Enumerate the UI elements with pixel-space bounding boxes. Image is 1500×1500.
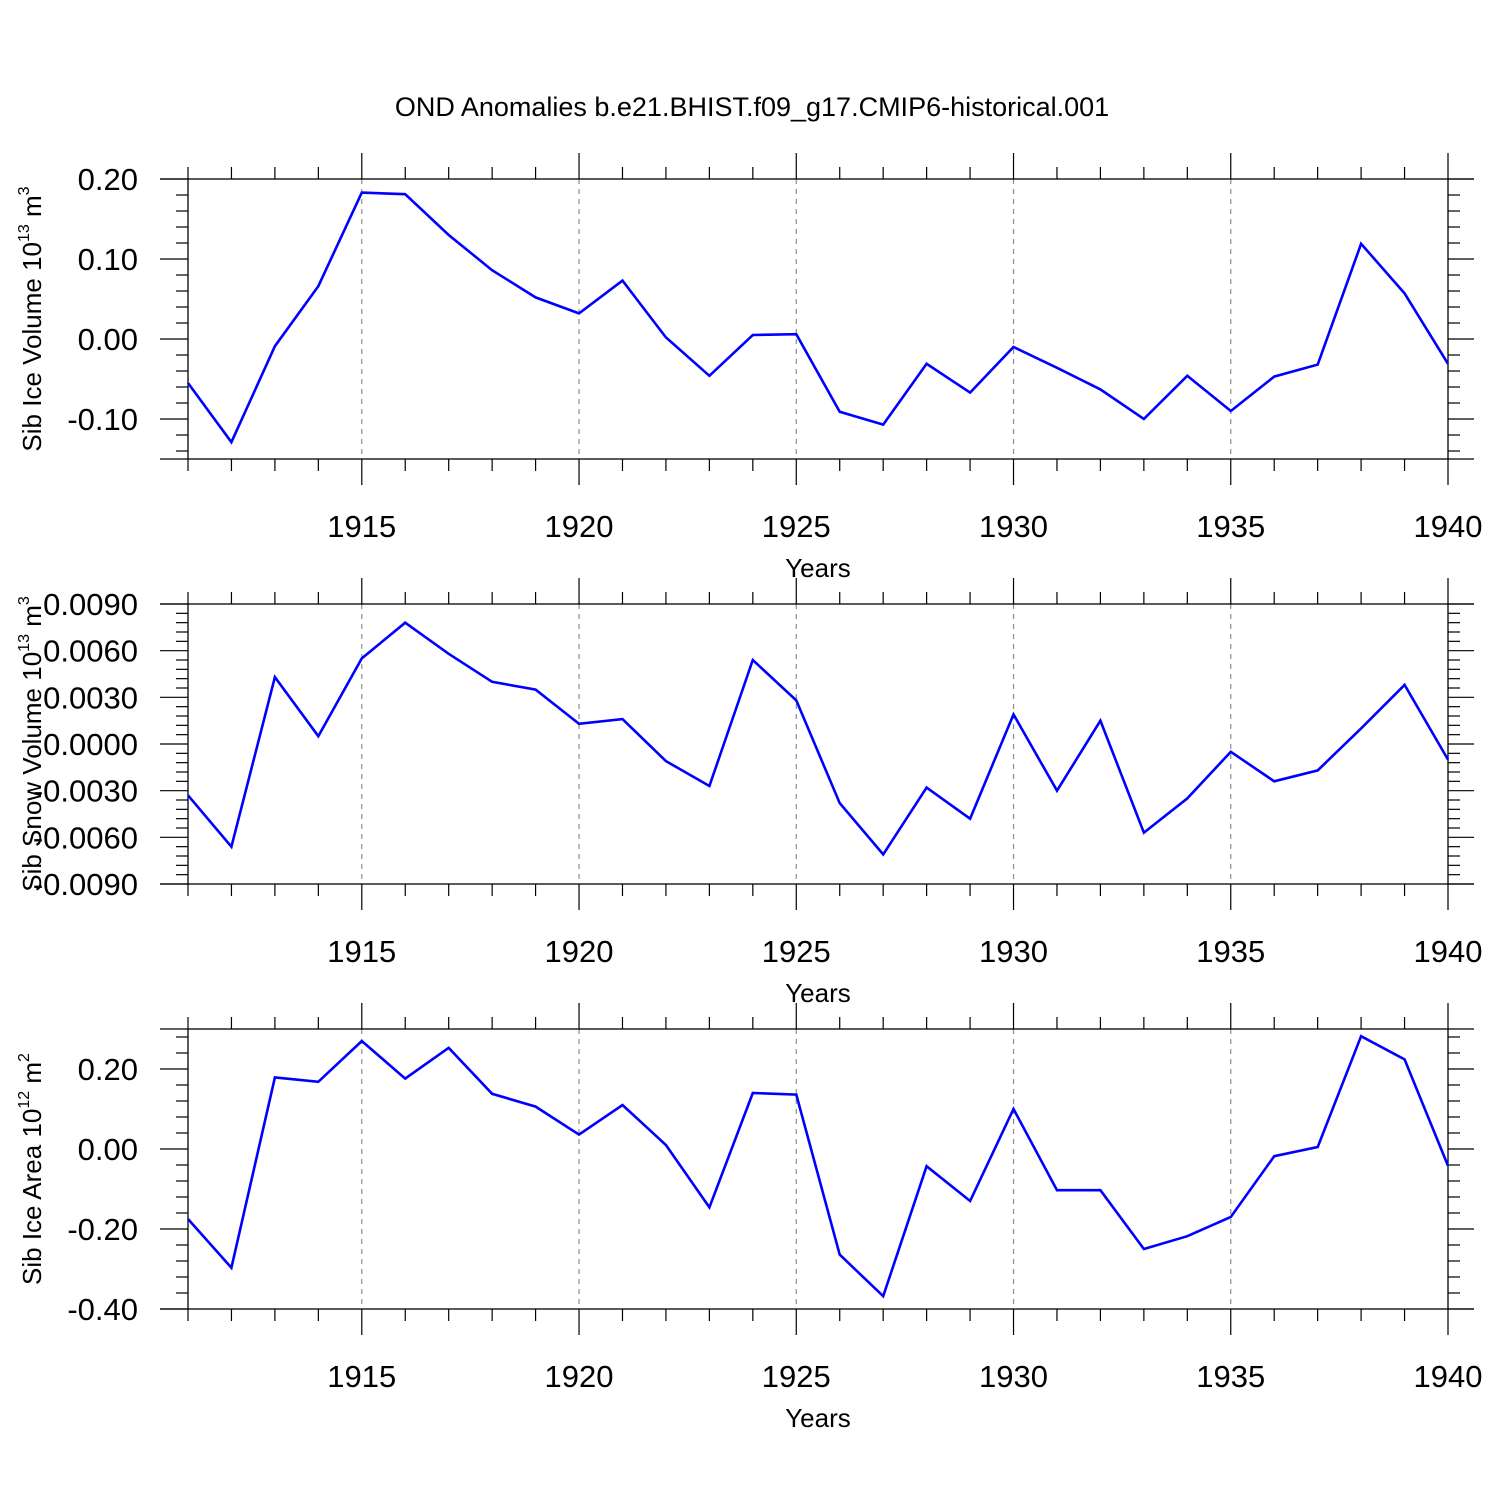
- x-tick-label: 1930: [979, 509, 1048, 544]
- x-tick-label: 1940: [1414, 1359, 1483, 1394]
- plot-frame: [187, 1028, 1449, 1310]
- y-title-unit-exponent: 3: [16, 596, 33, 605]
- x-tick-label: 1935: [1196, 934, 1265, 969]
- x-tick-label: 1920: [545, 509, 614, 544]
- x-tick-label: 1930: [979, 934, 1048, 969]
- y-axis-title: Sib Ice Area 1012 m2: [16, 1053, 47, 1285]
- y-tick-label: 0.0060: [43, 634, 138, 669]
- x-tick-label: 1925: [762, 509, 831, 544]
- y-tick-label: -0.0030: [33, 774, 138, 809]
- x-tick-label: 1925: [762, 1359, 831, 1394]
- x-axis-title: Years: [785, 553, 851, 583]
- x-tick-label: 1940: [1414, 509, 1483, 544]
- x-tick-label: 1920: [545, 1359, 614, 1394]
- y-tick-label: 0.10: [78, 242, 138, 277]
- figure-title: OND Anomalies b.e21.BHIST.f09_g17.CMIP6-…: [395, 92, 1109, 122]
- x-tick-label: 1920: [545, 934, 614, 969]
- y-axis-title: Sib Snow Volume 1013 m3: [16, 596, 47, 892]
- y-tick-label: 0.0090: [43, 587, 138, 622]
- y-tick-label: 0.0000: [43, 727, 138, 762]
- y-title-base: Sib Ice Volume 10: [17, 242, 47, 452]
- y-tick-label: 0.20: [78, 162, 138, 197]
- plot-frame: [187, 178, 1449, 460]
- y-title-unit: m: [17, 195, 47, 224]
- y-title-exponent: 13: [16, 224, 33, 242]
- y-tick-label: -0.40: [67, 1292, 138, 1327]
- panel-3: 0.20 0.00 -0.20 -0.40 1915 1920 1925 1930 1935 19…: [16, 1003, 1482, 1433]
- y-tick-label: -0.0090: [33, 867, 138, 902]
- y-tick-label: 0.00: [78, 322, 138, 357]
- y-tick-label: -0.10: [67, 402, 138, 437]
- y-title-unit: m: [17, 1062, 47, 1091]
- x-tick-label: 1930: [979, 1359, 1048, 1394]
- y-tick-label: 0.20: [78, 1052, 138, 1087]
- y-title-exponent: 13: [16, 634, 33, 652]
- series-line: [186, 191, 1450, 445]
- x-axis-title: Years: [785, 1403, 851, 1433]
- y-tick-label: -0.0060: [33, 820, 138, 855]
- y-tick-label: -0.20: [67, 1212, 138, 1247]
- series-line: [187, 621, 1450, 857]
- y-tick-label: 0.00: [78, 1132, 138, 1167]
- y-title-unit: m: [17, 605, 47, 634]
- panel-1: 0.20 0.10 0.00 -0.10 1915 1920 1925 1930 1935 194…: [16, 153, 1482, 583]
- y-tick-label: 0.0030: [43, 680, 138, 715]
- y-title-exponent: 12: [16, 1091, 33, 1109]
- x-tick-label: 1925: [762, 934, 831, 969]
- x-tick-label: 1915: [327, 1359, 396, 1394]
- x-tick-label: 1935: [1196, 509, 1265, 544]
- y-axis-title: Sib Ice Volume 1013 m3: [16, 186, 47, 451]
- panel-2: 0.0090 0.0060 0.0030 0.0000 -0.0030 -0.0060 -0…: [16, 578, 1482, 1008]
- y-title-unit-exponent: 2: [16, 1053, 33, 1062]
- x-tick-label: 1935: [1196, 1359, 1265, 1394]
- x-tick-label: 1915: [327, 934, 396, 969]
- y-title-base: Sib Ice Area 10: [17, 1109, 47, 1285]
- y-title-base: Sib Snow Volume 10: [17, 652, 47, 892]
- x-tick-label: 1940: [1414, 934, 1483, 969]
- x-tick-label: 1915: [327, 509, 396, 544]
- series-line: [187, 1034, 1450, 1299]
- x-axis-title: Years: [785, 978, 851, 1008]
- y-title-unit-exponent: 3: [16, 186, 33, 195]
